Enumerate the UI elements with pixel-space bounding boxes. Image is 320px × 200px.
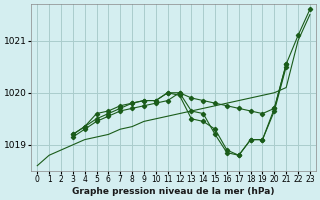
X-axis label: Graphe pression niveau de la mer (hPa): Graphe pression niveau de la mer (hPa)	[72, 187, 275, 196]
